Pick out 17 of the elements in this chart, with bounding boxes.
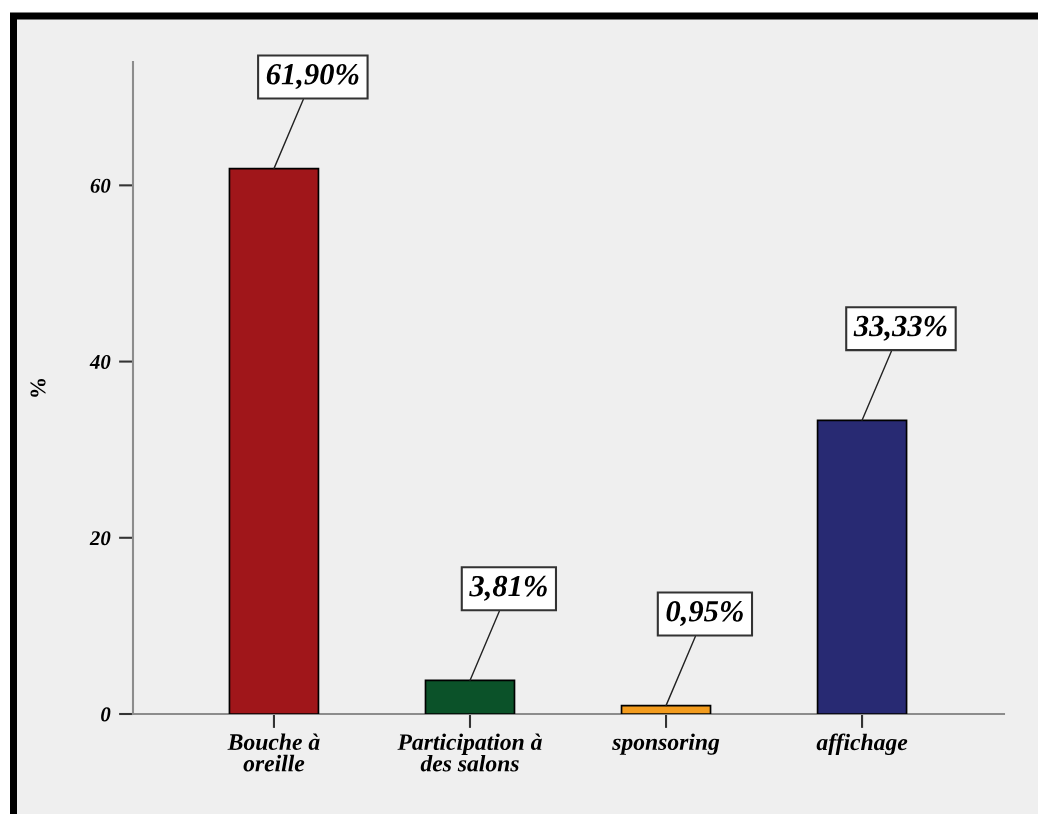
data-label: 61,90% bbox=[266, 63, 359, 90]
x-tick-label: Bouche à oreille bbox=[227, 733, 320, 772]
y-axis-title: % bbox=[30, 378, 46, 397]
bar bbox=[424, 679, 516, 714]
y-tick-label: 20 bbox=[89, 531, 111, 546]
x-tick-label: affichage bbox=[816, 733, 908, 756]
data-label: 3,81% bbox=[469, 575, 547, 601]
x-tick-label: Participation à des salons bbox=[397, 733, 542, 772]
data-label: 33,33% bbox=[853, 315, 947, 341]
y-tick-label: 60 bbox=[90, 178, 111, 193]
y-tick-label: 40 bbox=[89, 354, 111, 369]
bar bbox=[816, 419, 908, 714]
data-label: 0,95% bbox=[666, 600, 743, 627]
bar bbox=[228, 167, 320, 714]
x-tick-label: sponsoring bbox=[612, 733, 720, 755]
bar bbox=[620, 704, 712, 714]
y-tick-label: 0 bbox=[101, 707, 111, 722]
